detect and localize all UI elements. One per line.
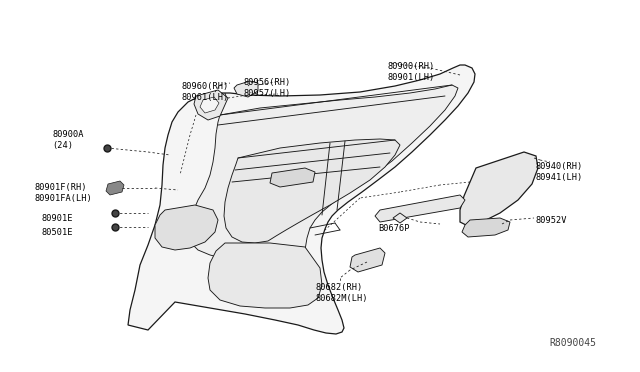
Polygon shape — [194, 90, 228, 120]
Text: 80901E: 80901E — [41, 214, 72, 223]
Text: R8090045: R8090045 — [549, 338, 596, 348]
Polygon shape — [190, 85, 458, 273]
Polygon shape — [155, 205, 218, 250]
Polygon shape — [350, 248, 385, 272]
Polygon shape — [224, 139, 400, 243]
Text: 80952V: 80952V — [536, 216, 568, 225]
Text: B0676P: B0676P — [378, 224, 410, 233]
Polygon shape — [375, 195, 465, 222]
Text: 80940(RH)
80941(LH): 80940(RH) 80941(LH) — [536, 162, 583, 182]
Polygon shape — [462, 218, 510, 237]
Polygon shape — [234, 81, 258, 97]
Polygon shape — [200, 97, 219, 113]
Polygon shape — [270, 168, 315, 187]
Text: 80956(RH)
80957(LH): 80956(RH) 80957(LH) — [244, 78, 291, 98]
Text: 80900A
(24): 80900A (24) — [52, 130, 83, 150]
Polygon shape — [460, 152, 538, 226]
Text: 80682(RH)
80682M(LH): 80682(RH) 80682M(LH) — [316, 283, 369, 303]
Text: 80900(RH)
80901(LH): 80900(RH) 80901(LH) — [388, 62, 435, 82]
Polygon shape — [128, 65, 475, 334]
Text: 80501E: 80501E — [41, 228, 72, 237]
Text: 80960(RH)
80961(LH): 80960(RH) 80961(LH) — [182, 82, 229, 102]
Polygon shape — [393, 213, 407, 223]
Polygon shape — [208, 243, 322, 308]
Polygon shape — [106, 181, 124, 195]
Text: 80901F(RH)
80901FA(LH): 80901F(RH) 80901FA(LH) — [34, 183, 92, 203]
